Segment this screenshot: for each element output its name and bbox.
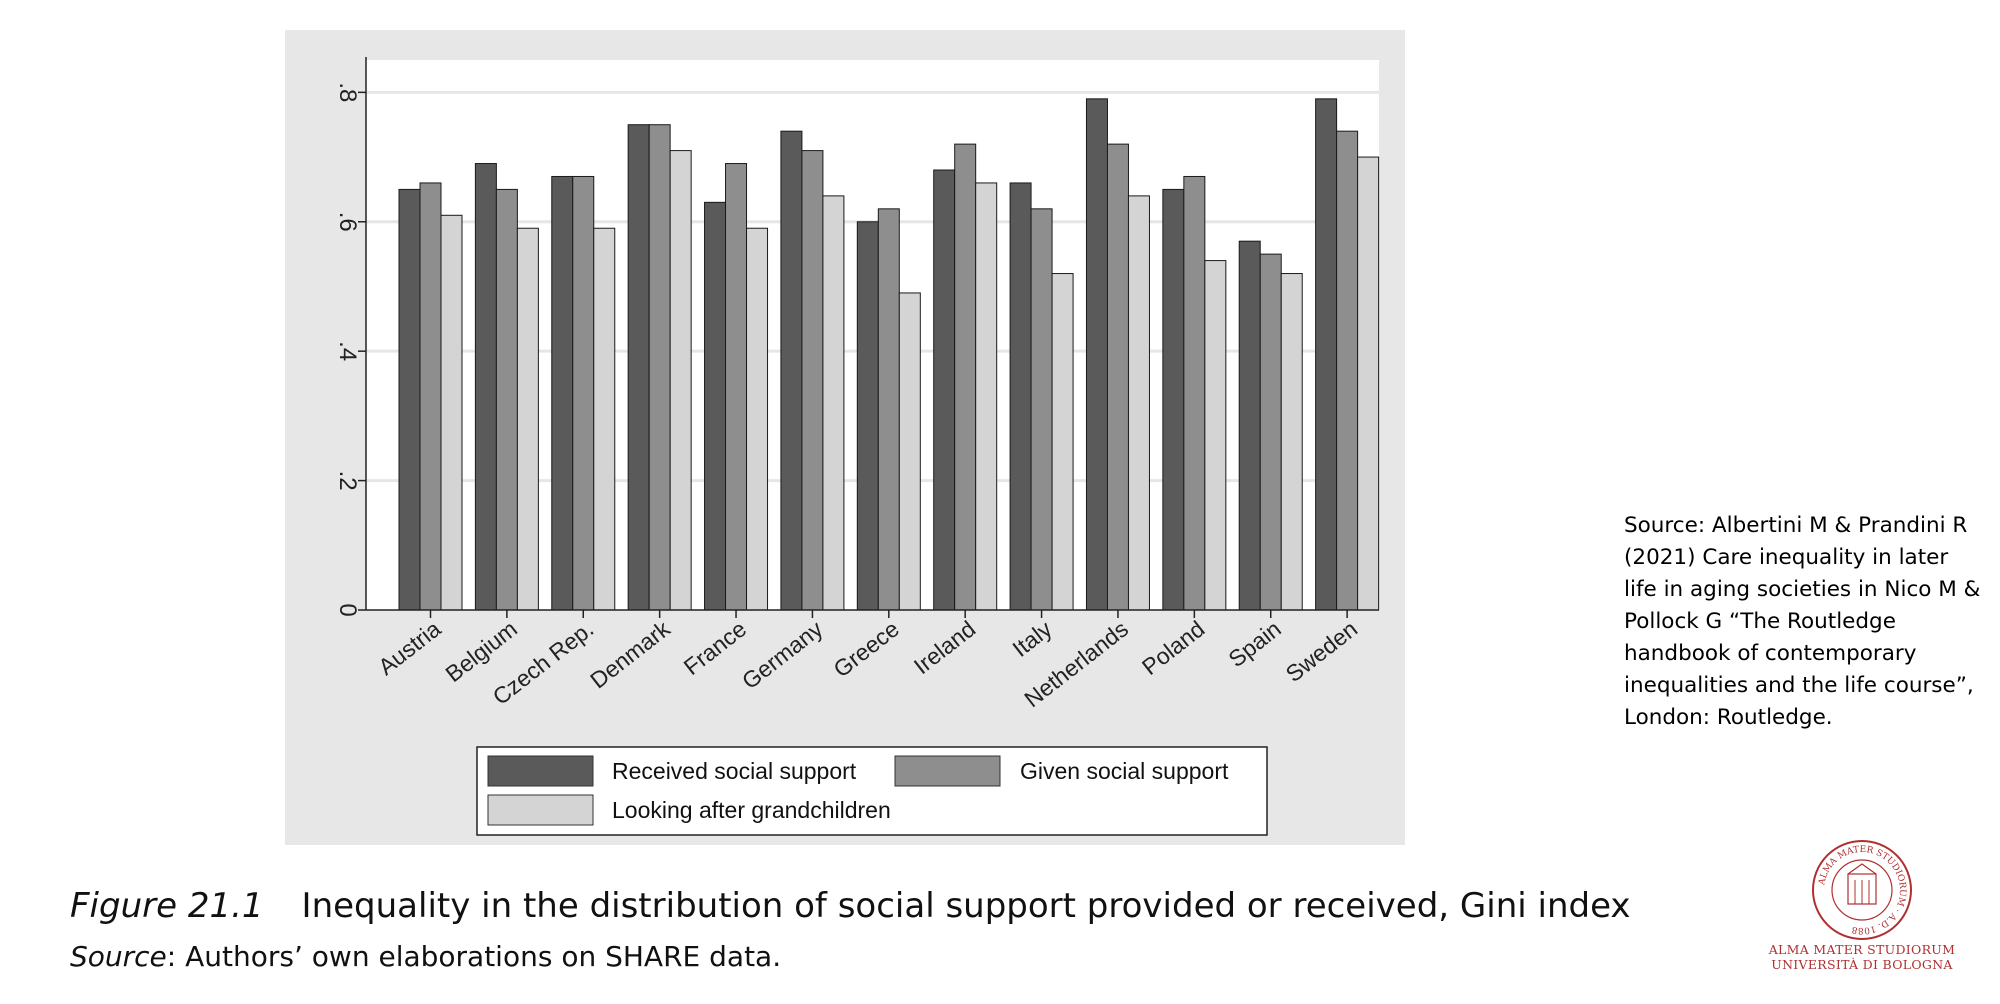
bar bbox=[1357, 156, 1380, 611]
bar bbox=[474, 163, 497, 611]
bar bbox=[933, 169, 956, 611]
bar bbox=[725, 163, 748, 611]
figure-caption: Figure 21.1 Inequality in the distributio… bbox=[70, 886, 1631, 926]
logo-line-2: UNIVERSITÀ DI BOLOGNA bbox=[1771, 957, 1953, 972]
legend-label: Given social support bbox=[1020, 758, 1229, 784]
bar bbox=[1162, 188, 1185, 611]
university-seal-icon: ALMA MATER STUDIORUM · A.D. 1088 bbox=[1812, 840, 1912, 940]
bars bbox=[398, 98, 1380, 611]
bar bbox=[1106, 143, 1129, 611]
university-logo: ALMA MATER STUDIORUM · A.D. 1088 ALMA MA… bbox=[1752, 838, 1972, 972]
citation-note: Source: Albertini M & Prandini R (2021) … bbox=[1624, 513, 1981, 730]
legend-swatch bbox=[487, 794, 594, 826]
legend-box bbox=[476, 746, 1268, 836]
bar bbox=[1315, 98, 1338, 611]
bar bbox=[1204, 260, 1227, 611]
bar bbox=[495, 188, 518, 611]
legend-swatch bbox=[894, 755, 1001, 787]
legend: Received social support Given social supp… bbox=[476, 746, 1268, 836]
bar bbox=[1238, 240, 1261, 611]
bar bbox=[572, 175, 595, 611]
y-tick-label: .2 bbox=[334, 471, 361, 491]
bar bbox=[1259, 253, 1282, 611]
bar bbox=[516, 227, 539, 611]
figure-caption-text: Inequality in the distribution of social… bbox=[301, 886, 1631, 926]
bar bbox=[440, 214, 463, 611]
source-text: : Authors’ own elaborations on SHARE dat… bbox=[166, 940, 782, 973]
source-label: Source bbox=[70, 940, 167, 973]
y-tick-label: .8 bbox=[334, 82, 361, 102]
bar bbox=[801, 150, 824, 611]
figure-label: Figure 21.1 bbox=[70, 886, 264, 926]
bar bbox=[1085, 98, 1108, 611]
bar bbox=[975, 182, 998, 611]
bar bbox=[746, 227, 769, 611]
legend-swatch bbox=[487, 755, 594, 787]
bar bbox=[898, 292, 921, 611]
bar bbox=[648, 124, 671, 611]
bar bbox=[1030, 208, 1053, 611]
bar bbox=[669, 150, 692, 611]
bar bbox=[398, 188, 421, 611]
bar bbox=[551, 175, 574, 611]
axes bbox=[358, 57, 1379, 618]
y-tick-label: .4 bbox=[334, 341, 361, 361]
bar bbox=[780, 130, 803, 611]
bar bbox=[1280, 273, 1303, 611]
bar bbox=[593, 227, 616, 611]
y-tick-label: .6 bbox=[334, 212, 361, 232]
logo-line-1: ALMA MATER STUDIORUM bbox=[1768, 942, 1956, 957]
bar bbox=[822, 195, 845, 611]
source-line: Source: Authors’ own elaborations on SHA… bbox=[70, 940, 781, 973]
y-tick-label: 0 bbox=[334, 603, 361, 616]
bar bbox=[856, 221, 879, 611]
bar bbox=[1051, 273, 1074, 611]
bar bbox=[1009, 182, 1032, 611]
bar bbox=[1127, 195, 1150, 611]
bar bbox=[704, 201, 727, 611]
legend-label: Looking after grandchildren bbox=[612, 797, 891, 823]
bar bbox=[1336, 130, 1359, 611]
legend-label: Received social support bbox=[612, 758, 857, 784]
y-tick-labels: 0 .2 .4 .6 .8 bbox=[334, 82, 361, 616]
bar bbox=[1183, 175, 1206, 611]
bar bbox=[954, 143, 977, 611]
bar bbox=[627, 124, 650, 611]
bar bbox=[419, 182, 442, 611]
bar bbox=[877, 208, 900, 611]
